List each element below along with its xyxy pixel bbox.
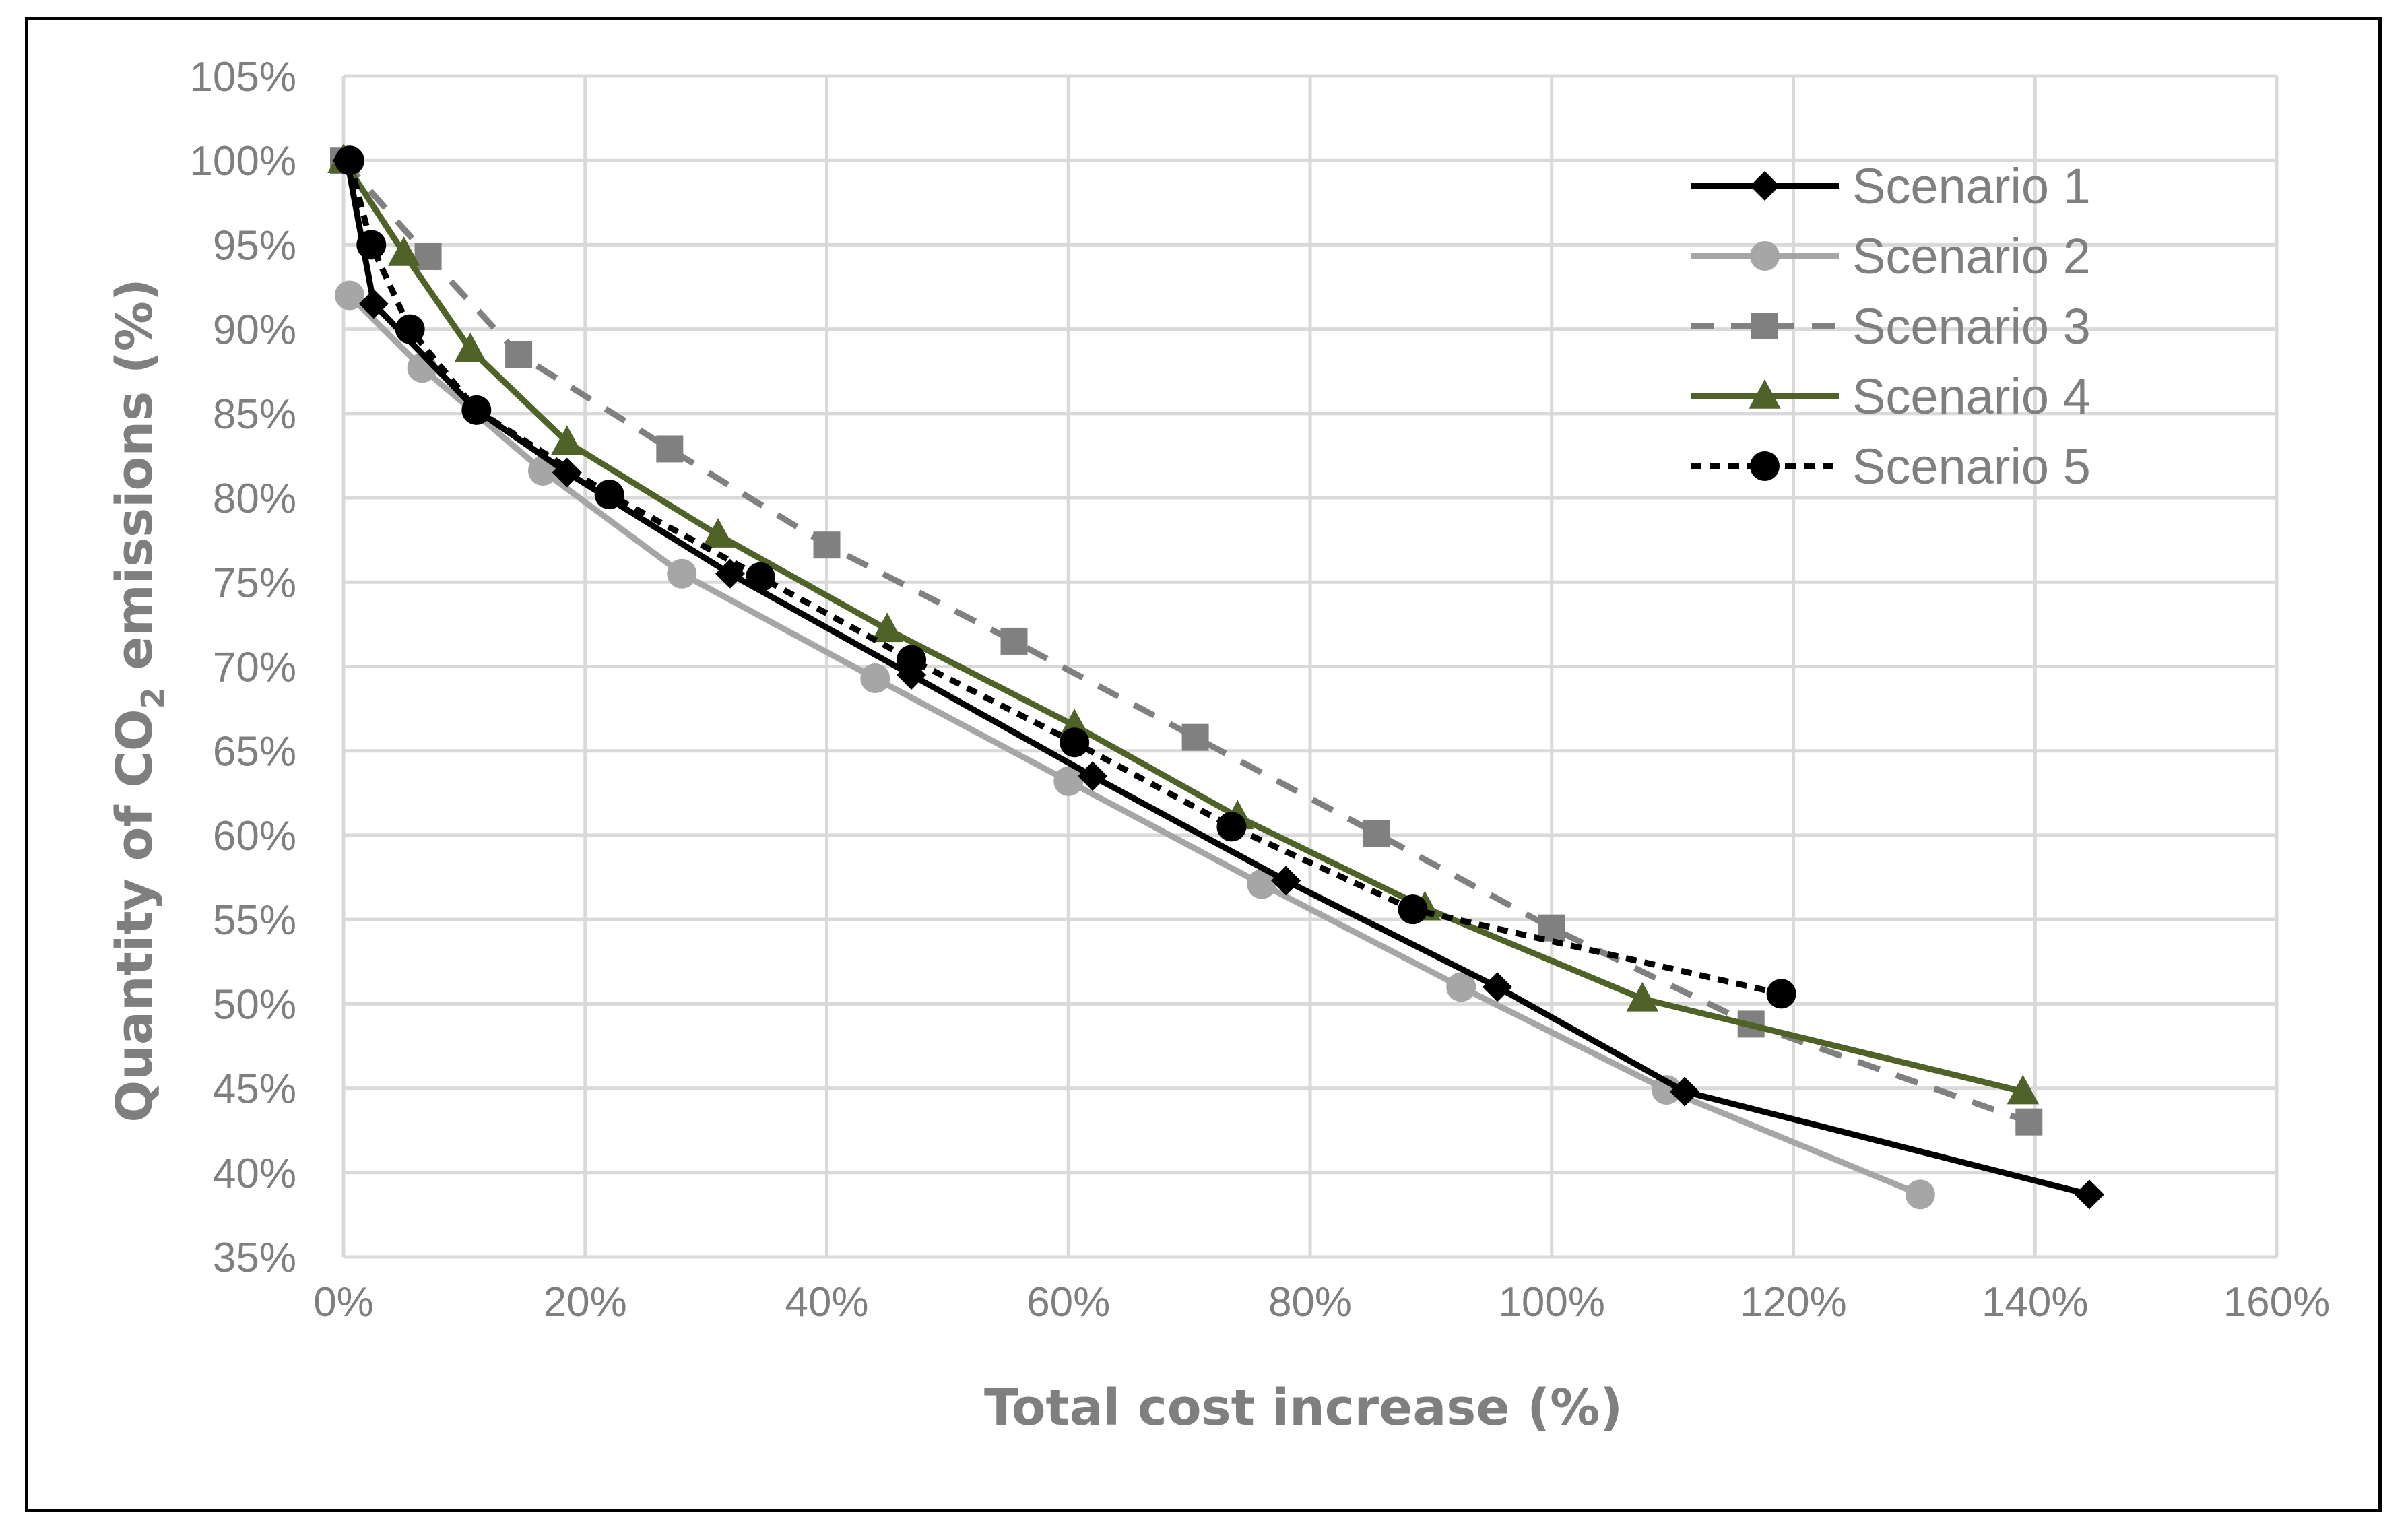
- grid: [341, 74, 2279, 1259]
- legend-item-2: Scenario 2: [1691, 228, 2091, 284]
- series-1-line: [344, 160, 2091, 1198]
- series-3-point: [505, 341, 533, 368]
- x-tick-label: 120%: [1740, 1279, 1847, 1326]
- legend: Scenario 1 Scenario 2 Scenario 3 Scenario 4…: [1691, 158, 2091, 494]
- series-2: [334, 280, 1935, 1210]
- series-1-point: [1483, 972, 1513, 1002]
- series-2-point: [667, 558, 697, 589]
- series-4-point: [1626, 981, 1659, 1012]
- series-2-point: [1053, 766, 1084, 796]
- y-tick-label: 75%: [213, 560, 296, 606]
- series-layer: [327, 143, 2104, 1210]
- series-3-point: [656, 435, 684, 463]
- legend-label: Scenario 2: [1852, 228, 2091, 284]
- y-tick-label: 70%: [213, 645, 296, 691]
- legend-label: Scenario 1: [1852, 158, 2091, 214]
- series-4-point: [2007, 1074, 2040, 1105]
- series-1-point: [2074, 1179, 2104, 1210]
- legend-item-3: Scenario 3: [1691, 298, 2091, 354]
- series-5-point: [395, 314, 425, 344]
- series-3-point: [1000, 627, 1028, 655]
- x-tick-label: 100%: [1498, 1279, 1605, 1326]
- y-tick-label: 40%: [213, 1150, 296, 1197]
- series-3-point: [2015, 1108, 2043, 1136]
- series-2-point: [334, 280, 364, 311]
- series-1: [332, 145, 2104, 1210]
- legend-marker: [1749, 379, 1781, 409]
- y-tick-label: 60%: [213, 813, 296, 859]
- x-tick-label: 80%: [1268, 1279, 1352, 1326]
- x-axis-ticks: 0% 20% 40% 60% 80% 100% 120% 140% 160%: [313, 1279, 2330, 1326]
- x-tick-label: 140%: [1982, 1279, 2089, 1326]
- series-3-point: [1363, 820, 1390, 847]
- y-tick-label: 35%: [213, 1235, 296, 1281]
- y-tick-label: 105%: [189, 54, 296, 100]
- series-4-point: [551, 425, 583, 455]
- y-axis-title: Quantity of CO2 emissions (%): [106, 278, 171, 1122]
- legend-marker: [1750, 171, 1780, 201]
- legend-label: Scenario 4: [1852, 368, 2091, 424]
- series-2-point: [1247, 869, 1277, 899]
- series-2-point: [1446, 972, 1476, 1002]
- series-5-point: [461, 395, 492, 425]
- series-1-point: [1670, 1076, 1700, 1107]
- y-axis-title-suffix: emissions (%): [106, 278, 164, 687]
- series-4-point: [702, 518, 734, 548]
- series-1-point: [358, 289, 389, 319]
- legend-marker: [1750, 241, 1780, 271]
- series-5-point: [334, 145, 364, 176]
- series-5-point: [745, 562, 775, 592]
- legend-item-1: Scenario 1: [1691, 158, 2091, 214]
- x-tick-label: 160%: [2223, 1279, 2331, 1326]
- series-3-point: [1181, 723, 1209, 751]
- y-tick-label: 80%: [213, 476, 296, 522]
- legend-marker: [1750, 451, 1780, 481]
- y-tick-label: 65%: [213, 729, 296, 775]
- legend-label: Scenario 3: [1852, 298, 2091, 354]
- series-4-line: [341, 158, 2024, 1095]
- x-tick-label: 0%: [313, 1279, 374, 1326]
- series-4: [327, 143, 2040, 1105]
- series-5-point: [1766, 979, 1796, 1009]
- legend-item-4: Scenario 4: [1691, 368, 2091, 424]
- x-tick-label: 20%: [544, 1279, 627, 1326]
- y-tick-label: 55%: [213, 897, 296, 944]
- legend-marker: [1751, 313, 1778, 339]
- y-axis-title-prefix: Quantity of CO: [106, 709, 164, 1122]
- legend-label: Scenario 5: [1852, 438, 2091, 494]
- series-4-point: [387, 236, 420, 266]
- legend-item-5: Scenario 5: [1691, 438, 2091, 494]
- y-tick-label: 95%: [213, 222, 296, 269]
- x-axis-title: Total cost increase (%): [984, 1379, 1623, 1437]
- series-3-point: [813, 531, 841, 559]
- y-tick-label: 90%: [213, 307, 296, 354]
- series-5-point: [1398, 894, 1428, 925]
- y-tick-label: 85%: [213, 391, 296, 438]
- series-5-point: [897, 645, 927, 675]
- y-tick-label: 45%: [213, 1066, 296, 1113]
- series-2-point: [1905, 1179, 1935, 1210]
- series-2-point: [860, 663, 890, 694]
- y-tick-label: 50%: [213, 981, 296, 1028]
- series-5-point: [594, 480, 624, 510]
- y-axis-title-subscript: 2: [135, 687, 171, 709]
- series-5-line: [346, 160, 1782, 997]
- x-tick-label: 60%: [1027, 1279, 1110, 1326]
- series-1-point: [1271, 866, 1301, 896]
- series-3-line: [341, 158, 2030, 1125]
- series-4-point: [454, 332, 487, 362]
- x-tick-label: 40%: [785, 1279, 868, 1326]
- series-5: [334, 145, 1796, 1009]
- series-1-point: [1078, 761, 1108, 791]
- y-tick-label: 100%: [189, 138, 296, 185]
- series-5-point: [1216, 812, 1247, 842]
- y-axis-ticks: 35% 40% 45% 50% 55% 60% 65% 70% 75% 80% 85% 90% 95% 1…: [189, 54, 296, 1281]
- series-5-point: [356, 230, 387, 260]
- series-4-point: [871, 612, 903, 643]
- series-5-point: [1060, 727, 1090, 758]
- series-3-point: [414, 242, 442, 270]
